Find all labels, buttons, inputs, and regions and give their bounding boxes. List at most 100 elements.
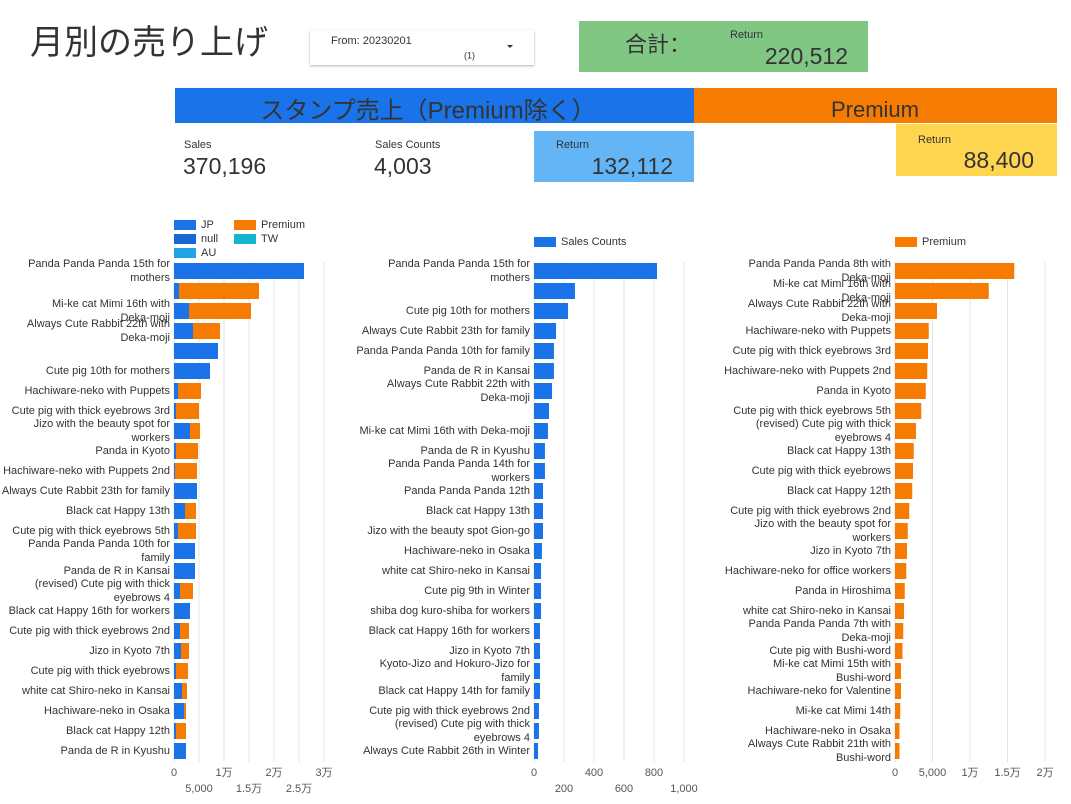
y-tick-label: Hachiware-neko with Puppets bbox=[745, 325, 891, 337]
y-tick-label: Hachiware-neko in Osaka bbox=[765, 725, 892, 737]
y-tick-label: Panda in Kyoto bbox=[95, 445, 170, 457]
y-tick-label: Panda de R in Kyushu bbox=[421, 445, 530, 457]
bar bbox=[190, 423, 200, 439]
date-filter[interactable] bbox=[310, 30, 534, 65]
bar bbox=[895, 723, 900, 739]
y-tick-label: Cute pig 9th in Winter bbox=[424, 585, 530, 597]
bar bbox=[534, 563, 542, 579]
y-tick-label: Black cat Happy 13th bbox=[787, 445, 891, 457]
legend-label: Premium bbox=[261, 219, 305, 231]
bar bbox=[174, 363, 210, 379]
bar bbox=[895, 463, 913, 479]
y-tick-label: (revised) Cute pig with thick eyebrows 4 bbox=[35, 578, 171, 604]
x-tick-label: 1.5万 bbox=[994, 767, 1020, 779]
section-title: スタンプ売上（Premium除く） bbox=[260, 97, 595, 124]
bar bbox=[179, 283, 259, 299]
total-label: 合計： bbox=[625, 32, 691, 57]
x-tick-label: 2万 bbox=[265, 767, 282, 779]
y-tick-label: (revised) Cute pig with thick eyebrows 4 bbox=[395, 718, 531, 744]
bar bbox=[895, 443, 914, 459]
bar bbox=[174, 503, 185, 519]
bar bbox=[174, 483, 197, 499]
y-tick-label: Cute pig with thick eyebrows 3rd bbox=[12, 405, 170, 417]
legend-swatch bbox=[174, 220, 196, 230]
bar bbox=[534, 743, 539, 759]
y-tick-label: Always Cute Rabbit 23th for family bbox=[362, 325, 531, 337]
bar bbox=[534, 303, 569, 319]
y-tick-label: Hachiware-neko for office workers bbox=[725, 565, 892, 577]
scorecard-label: Sales Counts bbox=[375, 139, 441, 151]
bar bbox=[895, 363, 928, 379]
y-tick-label: Hachiware-neko with Puppets 2nd bbox=[3, 465, 170, 477]
y-tick-label: Cute pig with thick eyebrows 2nd bbox=[9, 625, 170, 637]
y-tick-label: Panda Panda Panda 10th for family bbox=[356, 345, 530, 357]
dropdown-arrow[interactable] bbox=[507, 45, 513, 48]
y-tick-label: Cute pig 10th for mothers bbox=[46, 365, 171, 377]
y-tick-label: Black cat Happy 12th bbox=[66, 725, 170, 737]
scorecard-value: 88,400 bbox=[964, 147, 1034, 173]
bar bbox=[178, 383, 201, 399]
y-tick-label: Jizo with the beauty spot for workers bbox=[34, 418, 171, 444]
x-tick-label: 600 bbox=[615, 783, 633, 795]
y-tick-label: Panda in Hiroshima bbox=[795, 585, 892, 597]
bar bbox=[534, 583, 542, 599]
y-tick-label: Panda de R in Kansai bbox=[424, 365, 530, 377]
bar bbox=[895, 403, 922, 419]
bar bbox=[174, 403, 176, 419]
scorecard-value: 132,112 bbox=[592, 153, 673, 179]
y-tick-label: Mi-ke cat Mimi 15th with Bushi-word bbox=[773, 658, 891, 684]
bar bbox=[534, 723, 539, 739]
x-tick-label: 0 bbox=[892, 767, 898, 779]
y-tick-label: Cute pig with thick eyebrows 5th bbox=[12, 525, 170, 537]
bar bbox=[181, 643, 189, 659]
x-tick-label: 1.5万 bbox=[236, 783, 262, 795]
scorecard-label: Sales bbox=[184, 139, 212, 151]
y-tick-label: Jizo with the beauty spot Gion-go bbox=[367, 525, 530, 537]
y-tick-label: white cat Shiro-neko in Kansai bbox=[21, 685, 170, 697]
bar bbox=[534, 643, 540, 659]
bar bbox=[174, 703, 184, 719]
bar bbox=[534, 543, 542, 559]
bar bbox=[176, 663, 188, 679]
x-tick-label: 3万 bbox=[315, 767, 332, 779]
x-tick-label: 2万 bbox=[1036, 767, 1053, 779]
y-tick-label: Black cat Happy 16th for workers bbox=[9, 605, 171, 617]
y-tick-label: Hachiware-neko in Osaka bbox=[44, 705, 171, 717]
page-title: 月別の売り上げ bbox=[30, 24, 268, 62]
y-tick-label: Hachiware-neko for Valentine bbox=[748, 685, 891, 697]
section-band bbox=[175, 88, 694, 123]
scorecard bbox=[534, 131, 694, 182]
y-tick-label: Black cat Happy 13th bbox=[426, 505, 530, 517]
y-tick-label: Cute pig with thick eyebrows 2nd bbox=[730, 505, 891, 517]
bar bbox=[534, 383, 552, 399]
x-tick-label: 5,000 bbox=[919, 767, 947, 779]
bar bbox=[174, 583, 180, 599]
bar bbox=[895, 703, 901, 719]
bar bbox=[174, 563, 195, 579]
legend-swatch bbox=[534, 237, 556, 247]
y-tick-label: Cute pig with thick eyebrows bbox=[31, 665, 171, 677]
y-tick-label: Panda Panda Panda 7th with Deka-moji bbox=[748, 618, 891, 644]
bar bbox=[895, 663, 901, 679]
bar bbox=[895, 263, 1015, 279]
bar bbox=[534, 683, 540, 699]
bar bbox=[180, 583, 193, 599]
bar bbox=[176, 723, 186, 739]
y-tick-label: Panda in Kyoto bbox=[816, 385, 891, 397]
bar bbox=[895, 323, 929, 339]
total-card bbox=[579, 21, 868, 72]
bar bbox=[175, 463, 197, 479]
bar bbox=[182, 683, 187, 699]
y-tick-label: Panda Panda Panda 12th bbox=[404, 485, 530, 497]
section-title: Premium bbox=[831, 97, 919, 122]
y-tick-label: shiba dog kuro-shiba for workers bbox=[370, 605, 530, 617]
bar bbox=[534, 623, 540, 639]
bar bbox=[534, 483, 543, 499]
y-tick-label: Always Cute Rabbit 21th with Bushi-word bbox=[748, 738, 891, 764]
bar bbox=[534, 283, 575, 299]
bar bbox=[895, 383, 926, 399]
bar bbox=[534, 463, 545, 479]
bar bbox=[895, 563, 907, 579]
bar bbox=[534, 343, 554, 359]
